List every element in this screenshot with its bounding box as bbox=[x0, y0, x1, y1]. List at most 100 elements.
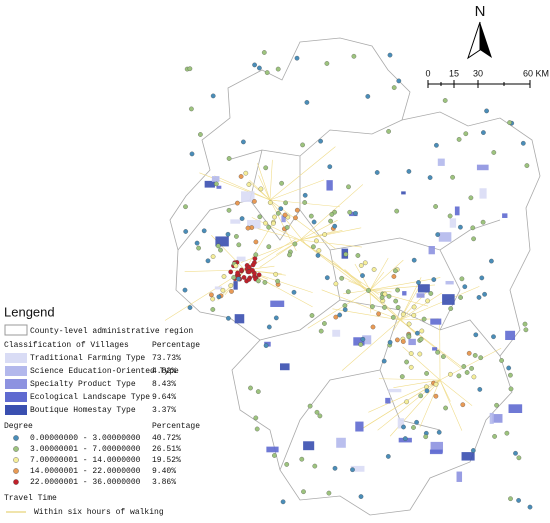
village-point bbox=[183, 229, 189, 234]
travel-link bbox=[299, 227, 362, 241]
village-point bbox=[434, 142, 439, 148]
village-area bbox=[445, 280, 454, 285]
travel-link bbox=[369, 271, 385, 291]
village-point bbox=[428, 291, 434, 296]
village-point bbox=[470, 448, 476, 453]
travel-link bbox=[299, 239, 378, 300]
village-point bbox=[353, 210, 358, 216]
travel-link bbox=[299, 239, 362, 248]
village-point bbox=[394, 208, 400, 214]
travel-link bbox=[269, 199, 280, 202]
north-arrow: N bbox=[467, 3, 492, 60]
village-point bbox=[427, 175, 433, 180]
village-point bbox=[294, 207, 300, 213]
village-point bbox=[436, 429, 442, 435]
village-point bbox=[300, 142, 305, 148]
village-point bbox=[278, 206, 284, 212]
village-area bbox=[204, 180, 215, 188]
village-point bbox=[346, 184, 351, 190]
arrow-right bbox=[480, 22, 492, 58]
travel-label: Within six hours of walking bbox=[34, 508, 164, 517]
village-point bbox=[282, 212, 288, 218]
village-point bbox=[299, 456, 305, 462]
degree-percentage: 40.72% bbox=[152, 434, 181, 443]
village-point bbox=[272, 214, 277, 220]
village-point bbox=[239, 267, 244, 273]
travel-link bbox=[378, 378, 441, 381]
village-area bbox=[385, 397, 391, 404]
village-point bbox=[246, 277, 252, 282]
village-point bbox=[360, 336, 366, 342]
village-point bbox=[406, 321, 412, 327]
village-point bbox=[318, 328, 324, 334]
village-point bbox=[516, 455, 522, 461]
village-point bbox=[218, 247, 223, 253]
village-point bbox=[317, 413, 323, 419]
village-point bbox=[508, 372, 513, 378]
village-point bbox=[390, 315, 396, 320]
village-point bbox=[332, 465, 338, 471]
village-point bbox=[411, 304, 417, 310]
degree-percentage: 26.51% bbox=[152, 445, 181, 454]
village-point bbox=[210, 93, 216, 99]
village-point bbox=[263, 220, 268, 226]
village-point bbox=[448, 306, 454, 311]
travel-link bbox=[392, 319, 401, 332]
village-point bbox=[342, 307, 348, 313]
arrow-left bbox=[467, 21, 481, 60]
village-area bbox=[508, 404, 523, 413]
village-point bbox=[329, 212, 335, 217]
village-point bbox=[311, 219, 317, 225]
village-point bbox=[460, 402, 466, 408]
village-point bbox=[304, 100, 310, 105]
village-point bbox=[291, 289, 297, 295]
village-point bbox=[404, 359, 409, 365]
class-swatch bbox=[5, 379, 27, 389]
village-area bbox=[215, 236, 229, 247]
village-point bbox=[257, 65, 262, 71]
village-point bbox=[462, 284, 468, 290]
village-area bbox=[211, 176, 220, 182]
village-point bbox=[448, 371, 453, 377]
village-point bbox=[456, 373, 462, 379]
village-point bbox=[395, 305, 401, 310]
village-point bbox=[414, 419, 419, 425]
village-point bbox=[408, 351, 414, 356]
village-point bbox=[339, 275, 345, 281]
degree-percentage: 9.40% bbox=[152, 467, 176, 476]
village-point bbox=[228, 283, 234, 288]
village-point bbox=[235, 200, 240, 206]
village-point bbox=[324, 61, 330, 66]
village-point bbox=[418, 336, 424, 342]
village-point bbox=[463, 131, 469, 137]
percentage-heading: Percentage bbox=[152, 422, 200, 431]
class-swatch bbox=[5, 353, 27, 363]
village-point bbox=[210, 307, 216, 312]
village-point bbox=[520, 140, 526, 146]
village-point bbox=[226, 207, 232, 213]
scale-label: 0 bbox=[425, 68, 430, 78]
village-point bbox=[220, 287, 226, 293]
village-area bbox=[456, 471, 463, 482]
travel-link bbox=[184, 269, 246, 272]
village-point bbox=[309, 313, 315, 318]
degree-label: 14.0000001 - 22.0000000 bbox=[30, 467, 141, 476]
degree-swatch bbox=[13, 479, 19, 485]
village-point bbox=[508, 496, 513, 502]
travel-link bbox=[369, 257, 389, 291]
village-point bbox=[253, 239, 259, 245]
travel-link bbox=[419, 379, 441, 428]
village-point bbox=[423, 434, 429, 440]
village-area bbox=[270, 300, 285, 307]
village-point bbox=[246, 269, 252, 275]
village-area bbox=[326, 180, 333, 191]
village-area bbox=[236, 256, 246, 262]
classification-heading: Classification of Villages bbox=[4, 341, 129, 350]
village-point bbox=[261, 50, 267, 55]
village-area bbox=[397, 418, 405, 429]
village-point bbox=[523, 327, 529, 333]
degree-label: 22.0000001 - 36.0000000 bbox=[30, 478, 141, 487]
village-point bbox=[433, 381, 439, 387]
village-point bbox=[382, 291, 388, 297]
